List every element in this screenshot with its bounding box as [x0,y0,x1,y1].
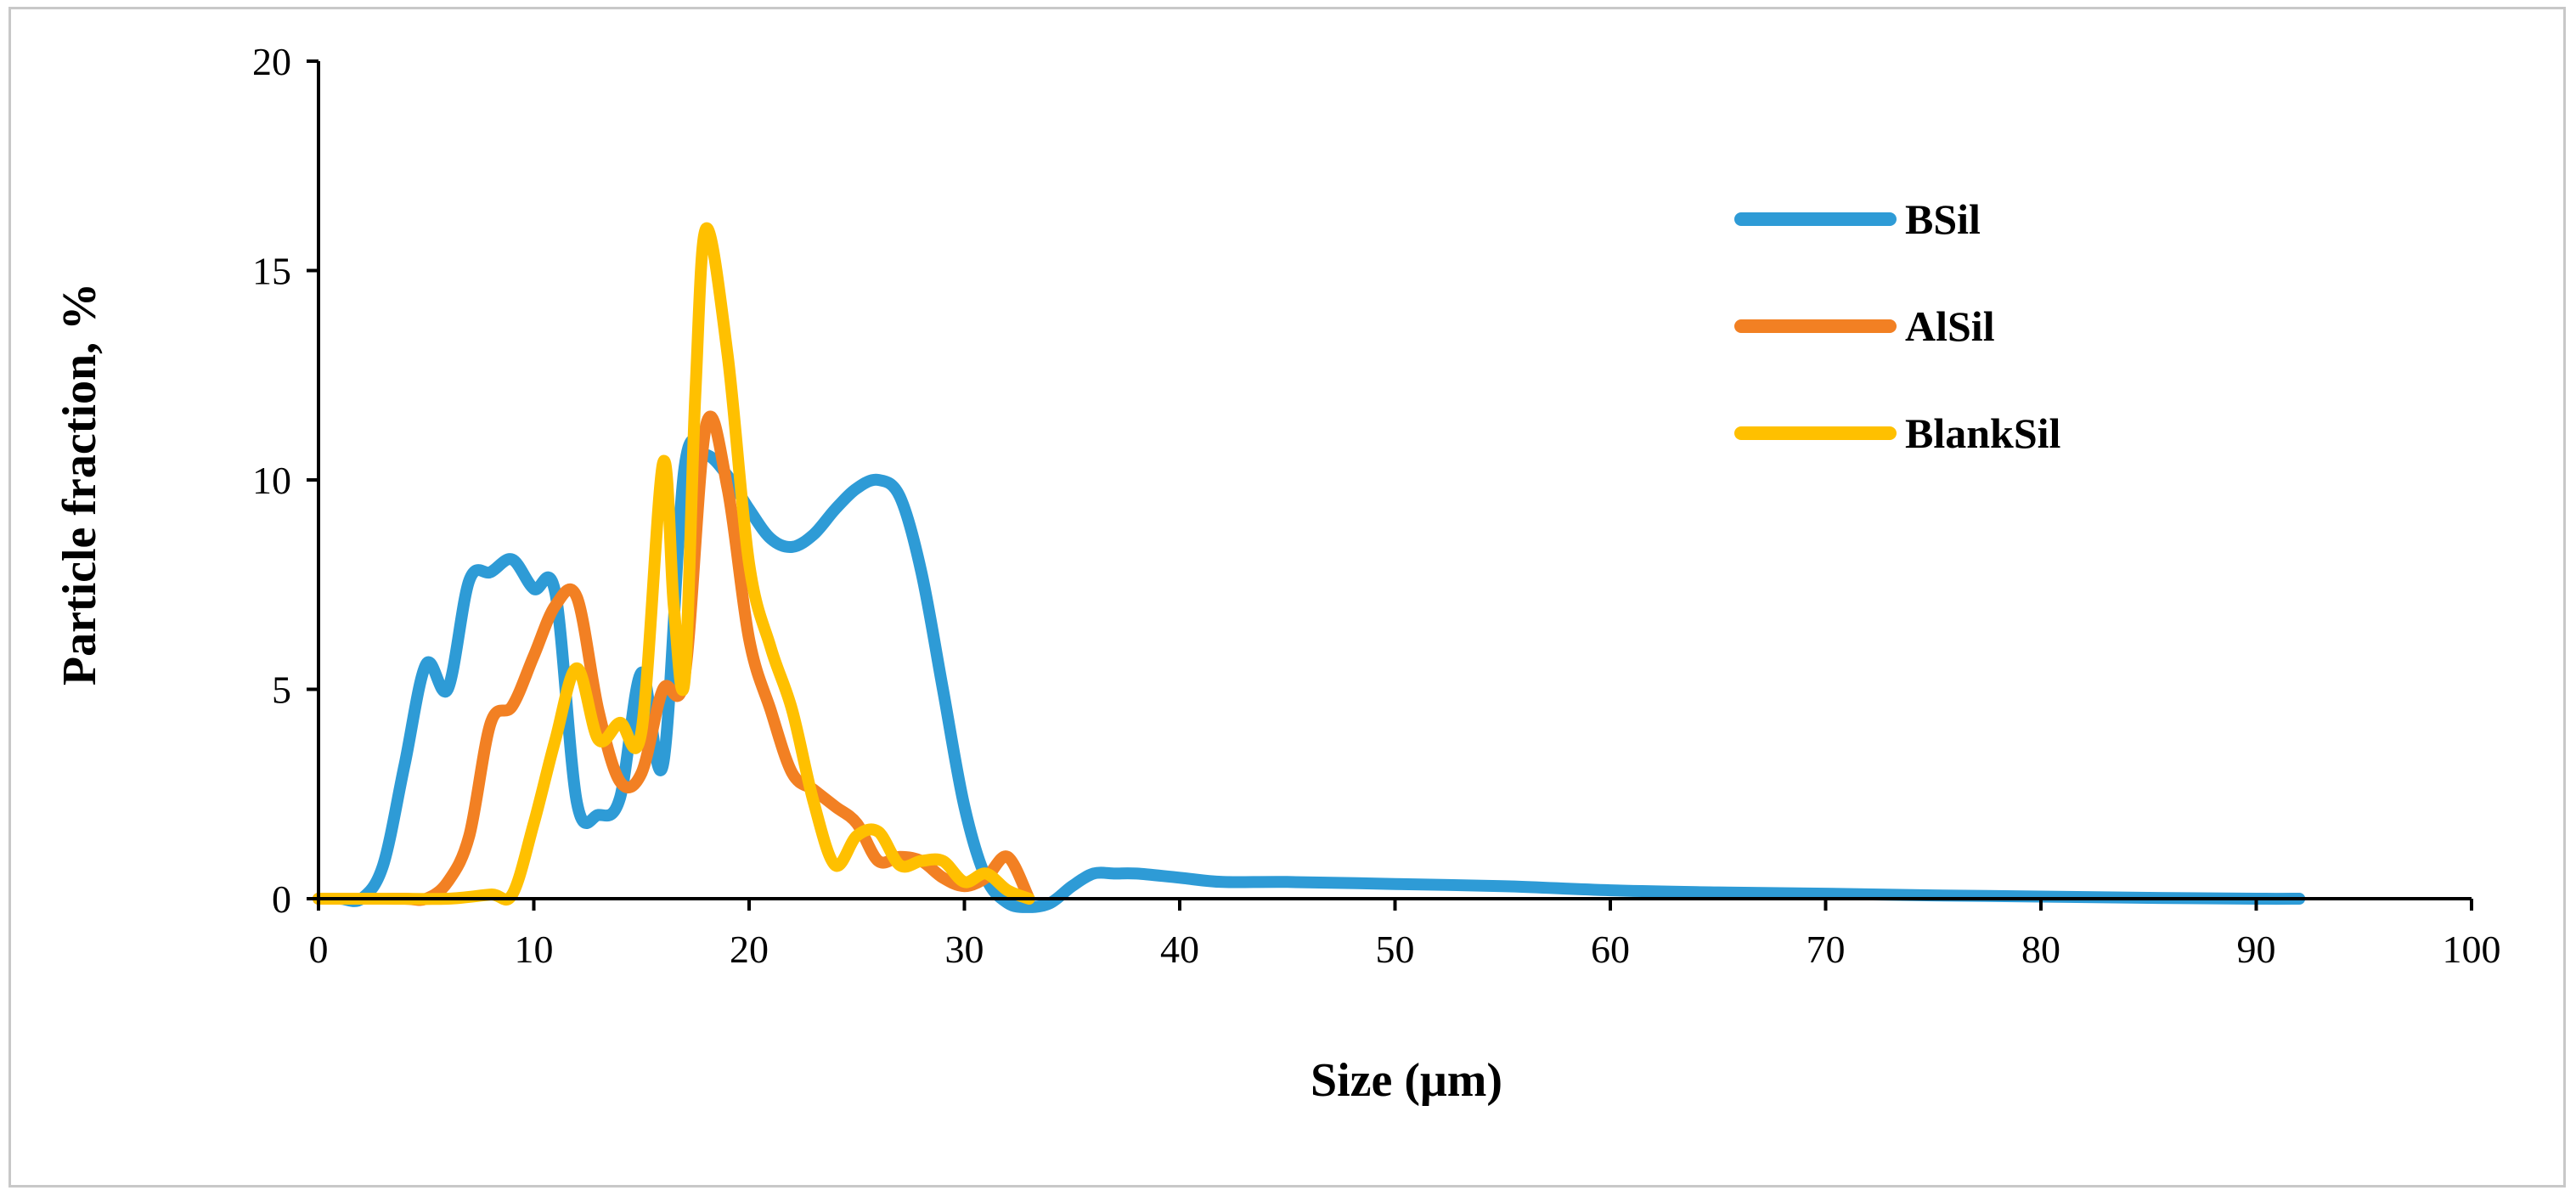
legend-label-bsil: BSil [1905,195,1981,243]
x-tick-label: 40 [1160,928,1199,971]
y-tick-label: 0 [272,877,291,921]
x-tick-label: 30 [945,928,984,971]
y-tick-label: 15 [252,250,291,293]
y-tick-label: 20 [252,40,291,83]
x-tick-label: 0 [309,928,329,971]
y-tick-label: 10 [252,459,291,502]
x-tick-label: 60 [1591,928,1630,971]
x-tick-label: 10 [515,928,554,971]
x-axis-title: Size (μm) [1311,1054,1502,1107]
legend-label-alsil: AlSil [1905,302,1995,350]
x-tick-label: 70 [1807,928,1846,971]
x-tick-label: 80 [2021,928,2060,971]
y-tick-label: 5 [272,669,291,712]
y-axis-title: Particle fraction, % [54,283,106,685]
x-tick-label: 100 [2443,928,2501,971]
x-tick-label: 20 [730,928,769,971]
legend-label-blanksil: BlankSil [1905,409,2061,457]
x-tick-label: 90 [2237,928,2276,971]
series-line-blanksil [313,223,1035,905]
chart-frame [8,7,2566,1188]
x-tick-label: 50 [1376,928,1415,971]
series-line-bsil [313,434,2306,913]
